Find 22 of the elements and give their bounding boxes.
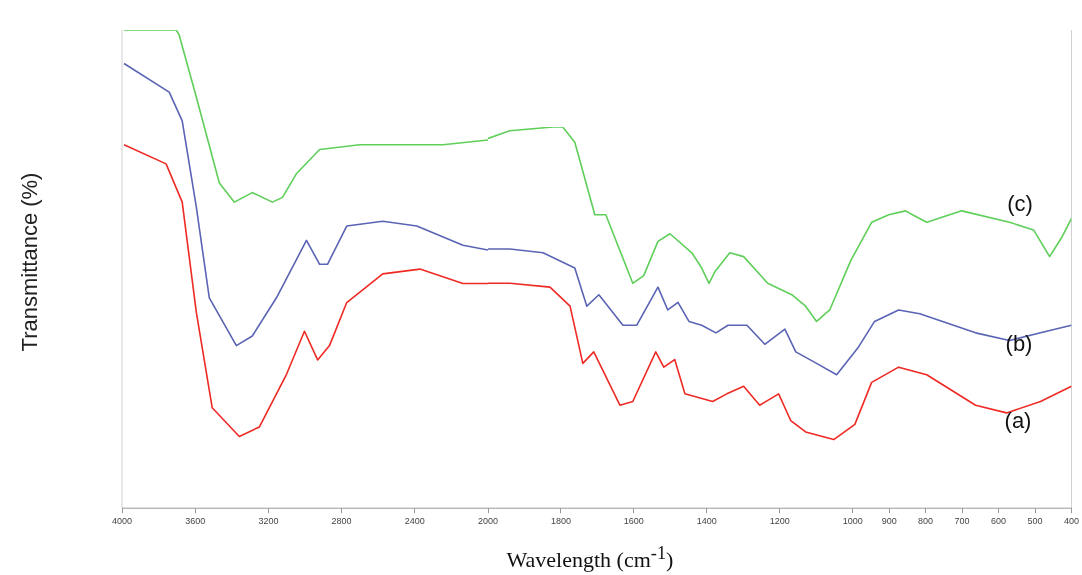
x-tick-label: 4000 [111, 516, 133, 527]
x-tick-label: 2800 [331, 516, 352, 527]
x-tick-label: 800 [918, 516, 934, 527]
y-axis-title: Transmittance (%) [17, 172, 43, 352]
x-tick-label: 700 [954, 516, 970, 527]
x-tick-label: 1600 [623, 516, 644, 527]
annotation: (b) [1005, 331, 1033, 357]
annotation: (c) [1007, 191, 1033, 217]
x-tick-label: 3600 [185, 516, 206, 527]
x-tick-label: 1400 [696, 516, 717, 527]
x-axis-title: Wavelength (cm$^{-1}$) [505, 543, 675, 574]
x-tick-label: 500 [1027, 516, 1043, 527]
x-tick-label: 2000 [477, 516, 499, 527]
annotation: (a) [1004, 408, 1032, 434]
x-tick-label: 600 [991, 516, 1007, 527]
x-tick-label: 1800 [550, 516, 571, 527]
x-tick-label: 900 [881, 516, 897, 527]
x-tick-label: 1000 [842, 516, 863, 527]
x-tick-label: 2400 [404, 516, 425, 527]
x-tick-label: 400 [1063, 516, 1080, 527]
x-tick-label: 3200 [258, 516, 279, 527]
x-tick-label: 1200 [769, 516, 790, 527]
